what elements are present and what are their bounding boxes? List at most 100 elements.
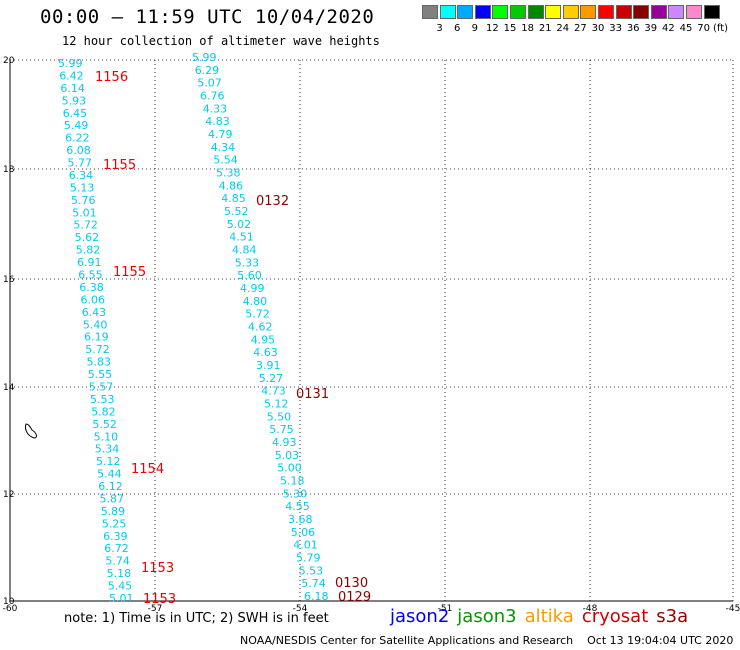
lat-tick-label: 18 <box>3 165 15 175</box>
wave-height-value: 5.53 <box>299 564 324 577</box>
color-swatch <box>562 5 579 19</box>
map-title: 00:00 – 11:59 UTC 10/04/2020 <box>40 6 375 28</box>
wave-height-value: 6.45 <box>63 107 87 120</box>
lon-tick-label: -57 <box>148 604 163 614</box>
wave-height-value: 5.27 <box>259 372 284 385</box>
wave-height-value: 5.34 <box>95 443 120 456</box>
wave-height-value: 4.51 <box>229 231 254 244</box>
color-scale-label: 70 <box>697 23 710 34</box>
color-scale-label: 30 <box>591 23 605 34</box>
wave-height-value: 4.73 <box>261 385 286 398</box>
wave-height-value: 5.82 <box>76 244 101 257</box>
pass-time-label: 1153 <box>143 592 176 607</box>
color-scale-label: 21 <box>538 23 552 34</box>
color-scale-label: 6 <box>454 23 461 34</box>
wave-height-value: 6.91 <box>77 256 102 269</box>
color-scale-label: 33 <box>609 23 622 34</box>
pass-time-label: 0129 <box>338 590 371 605</box>
wave-height-value: 5.07 <box>197 77 222 90</box>
wave-height-value: 6.08 <box>66 144 91 157</box>
wave-height-value: 5.60 <box>237 269 261 282</box>
legend-item-cryosat: cryosat <box>581 606 649 627</box>
lat-tick-label: 20 <box>3 56 15 66</box>
legend-item-jason2: jason2 <box>390 606 450 627</box>
lat-tick-label: 10 <box>3 597 15 607</box>
lat-lon-grid <box>9 59 734 602</box>
wave-height-value: 5.18 <box>280 475 305 488</box>
wave-height-value: 5.89 <box>101 505 126 518</box>
wave-height-value: 4.80 <box>243 295 268 308</box>
axis-tick-labels: -60 -57 -54 -51 -48 -45 20 18 16 14 12 10 <box>3 56 740 614</box>
wave-height-value: 5.12 <box>96 455 121 468</box>
lon-tick-label: -51 <box>438 604 453 614</box>
color-swatch <box>633 5 650 19</box>
wave-height-value: 5.87 <box>100 493 125 506</box>
wave-height-value: 5.53 <box>90 393 115 406</box>
wave-height-value: 6.22 <box>65 132 90 145</box>
wave-height-value: 5.44 <box>97 468 122 481</box>
color-scale-label: 9 <box>471 23 478 34</box>
wave-height-value: 5.93 <box>62 94 87 107</box>
wave-height-value: 5.62 <box>75 231 100 244</box>
wave-height-value: 5.06 <box>291 526 316 539</box>
lon-tick-label: -60 <box>3 604 18 614</box>
wave-height-value: 4.34 <box>211 141 236 154</box>
wave-height-value: 5.74 <box>301 577 326 590</box>
wave-height-value: 5.72 <box>245 308 269 321</box>
wave-height-value: 4.79 <box>208 128 233 141</box>
wave-height-value: 4.63 <box>253 346 277 359</box>
wave-height-value: 6.55 <box>78 269 103 282</box>
map-subtitle: 12 hour collection of altimeter wave hei… <box>62 34 380 48</box>
color-swatch <box>474 5 491 19</box>
color-swatch <box>545 5 562 19</box>
color-swatch <box>422 5 438 19</box>
pass-time-label: 1155 <box>113 265 146 280</box>
wave-height-value: 6.43 <box>82 306 107 319</box>
legend-item-jason3: jason3 <box>457 606 517 627</box>
wave-height-value: 4.33 <box>203 102 228 115</box>
track-right-values: 5.996.295.076.764.334.834.794.345.545.38… <box>192 51 329 603</box>
wave-height-value: 5.00 <box>277 462 302 475</box>
wave-height-value: 5.55 <box>88 368 113 381</box>
wave-height-value: 6.06 <box>81 293 106 306</box>
wave-height-value: 5.52 <box>224 205 249 218</box>
color-swatch <box>668 5 685 19</box>
wave-height-value: 6.42 <box>59 69 83 82</box>
wave-height-value: 5.30 <box>283 487 308 500</box>
wave-height-value: 5.38 <box>216 167 241 180</box>
wave-height-value: 5.25 <box>102 517 127 530</box>
wave-height-value: 4.62 <box>248 321 273 334</box>
wave-height-value: 5.40 <box>83 318 108 331</box>
pass-time-label: 0130 <box>335 576 368 591</box>
color-swatch <box>615 5 632 19</box>
track-left-values: 5.996.426.145.936.455.496.226.085.776.34… <box>58 57 134 605</box>
wave-height-value: 5.18 <box>107 567 132 580</box>
wave-height-value: 5.10 <box>94 430 119 443</box>
color-scale-label: 39 <box>644 23 658 34</box>
wave-height-value: 6.18 <box>304 590 329 603</box>
color-scale-label: 12 <box>486 23 499 34</box>
wave-height-value: 5.72 <box>73 219 98 232</box>
wave-height-value: 6.29 <box>195 64 220 77</box>
wave-height-value: 5.77 <box>68 157 93 170</box>
wave-height-value: 5.33 <box>235 256 260 269</box>
color-swatch <box>686 5 702 19</box>
wave-height-value: 4.85 <box>221 192 246 205</box>
lat-tick-label: 16 <box>3 275 15 285</box>
wave-height-value: 4.84 <box>232 244 257 257</box>
satellite-legend: jason2 jason3 altika cryosat s3a <box>390 606 696 627</box>
wave-height-value: 3.91 <box>256 359 281 372</box>
wave-height-value: 6.19 <box>84 331 109 344</box>
wave-height-value: 5.02 <box>227 218 252 231</box>
wave-height-value: 5.54 <box>213 154 238 167</box>
wave-height-value: 5.52 <box>92 418 117 431</box>
color-swatch <box>598 5 614 19</box>
wave-height-value: 4.95 <box>251 333 276 346</box>
color-swatch <box>510 5 526 19</box>
wave-height-value: 4.01 <box>293 539 318 552</box>
color-swatch <box>703 5 720 19</box>
pass-time-label: 0132 <box>256 194 289 209</box>
pass-time-label: 1155 <box>103 158 136 173</box>
color-scale-label: 27 <box>574 23 587 34</box>
